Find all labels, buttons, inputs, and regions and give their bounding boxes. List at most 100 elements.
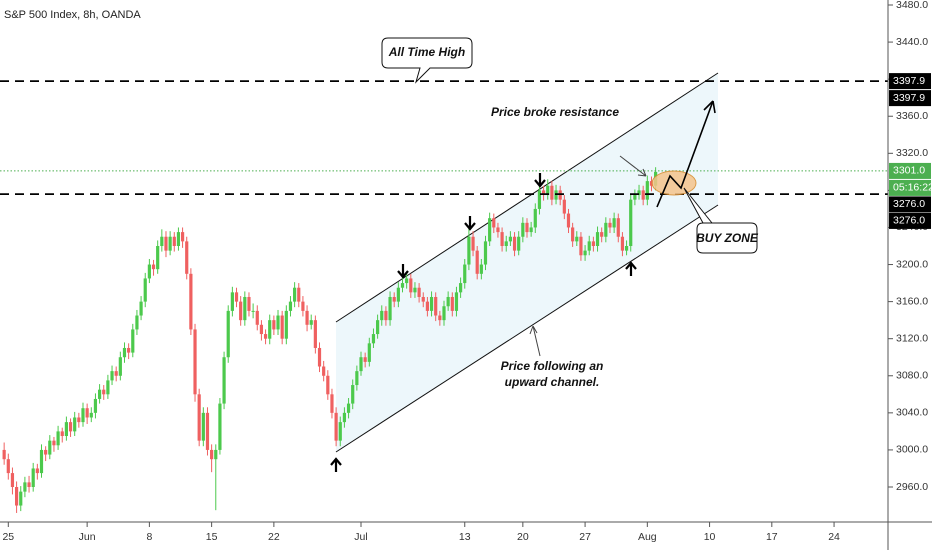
candle-body [276, 315, 280, 330]
candle-body [442, 306, 446, 321]
candle-body [68, 422, 73, 432]
candle-body [620, 236, 625, 251]
candle-body [288, 301, 293, 311]
candle-body [624, 246, 629, 251]
candle-body [396, 287, 400, 302]
candle-body [566, 213, 571, 228]
candle-body [205, 412, 210, 450]
candle-body [367, 343, 371, 362]
price-label-box [889, 90, 931, 107]
candle-body [164, 236, 168, 251]
candle-body [616, 218, 620, 237]
candle-body [60, 431, 64, 437]
candle-body [562, 199, 566, 214]
candle-body [131, 329, 135, 353]
y-tick-label: 3480.0 [896, 0, 928, 11]
candle-body [189, 273, 193, 330]
candle-body [218, 403, 222, 450]
candle-body [6, 459, 10, 474]
x-tick-label: 8 [146, 531, 152, 543]
candle-body [185, 241, 189, 274]
candle-body [571, 227, 575, 242]
y-tick-label: 3120.0 [896, 332, 928, 344]
candle-body [388, 296, 392, 321]
price-label: 3301.0 [893, 165, 925, 177]
candle-body [504, 241, 508, 247]
projection-arrowhead [703, 100, 716, 114]
candle-body [326, 375, 330, 395]
x-tick-label: 22 [268, 531, 280, 543]
candle-body [409, 278, 413, 293]
candle-body [263, 334, 268, 339]
candle-body [10, 473, 15, 488]
candle-body [595, 232, 600, 247]
x-tick-label: Jun [79, 531, 96, 543]
y-tick-label: 3360.0 [896, 110, 928, 122]
candle-body [19, 491, 23, 506]
price-lines [0, 80, 888, 195]
x-tick-label: 10 [704, 531, 716, 543]
channel-fill [336, 73, 718, 452]
candle-body [156, 246, 160, 270]
candle-body [114, 371, 118, 376]
swing-arrows [330, 173, 637, 472]
candle-body [35, 468, 39, 474]
candle-body [97, 389, 102, 399]
candle-body [355, 371, 359, 386]
candle-body [446, 296, 450, 307]
candle-body [637, 190, 641, 196]
candle-body [517, 236, 521, 251]
candle-body [259, 324, 264, 335]
candle-body [600, 232, 604, 237]
y-tick-label: 3200.0 [896, 258, 928, 270]
candle-body [488, 218, 492, 242]
x-tick-label: 15 [206, 531, 218, 543]
price-label: 05:16:22 [893, 182, 932, 194]
x-tick-label: 17 [766, 531, 778, 543]
candle-body [384, 310, 388, 321]
candle-body [201, 412, 205, 441]
y-tick-label: 3160.0 [896, 295, 928, 307]
candle-body [512, 236, 517, 251]
y-tick-label: 3040.0 [896, 407, 928, 419]
y-tick-label: 3000.0 [896, 444, 928, 456]
candle-body [392, 296, 396, 302]
candle-body [118, 357, 122, 376]
candle-body [89, 412, 93, 418]
candle-body [234, 292, 239, 302]
candle-body [450, 296, 454, 311]
candle-body [172, 236, 176, 247]
candle-body [554, 190, 558, 200]
candle-body [251, 310, 255, 312]
candle-body [346, 403, 351, 413]
candle-body [160, 236, 164, 247]
candle-body [608, 222, 612, 228]
price-label: 3276.0 [893, 198, 925, 210]
candle-body [429, 296, 434, 311]
price-label: 3397.9 [893, 92, 925, 104]
candle-body [463, 264, 467, 284]
candle-body [214, 449, 218, 460]
candle-body [546, 185, 550, 196]
price-label-box [889, 212, 931, 229]
candle-body [633, 195, 637, 200]
x-tick-label: 20 [517, 531, 529, 543]
annotation: upward channel. [505, 375, 600, 389]
candle-body [363, 357, 367, 362]
candle-body [425, 301, 430, 311]
candle-body [500, 232, 504, 247]
candle-body [317, 347, 322, 367]
candle-body [247, 296, 251, 311]
candle-body [197, 394, 201, 441]
candle-body [525, 222, 529, 233]
candle-body [52, 440, 56, 446]
candle-body [537, 190, 542, 209]
candle-body [313, 320, 317, 348]
candle-body [27, 482, 31, 488]
candles [2, 167, 658, 513]
candle-body [284, 310, 288, 339]
callout-buy-zone [683, 187, 758, 254]
annotation: BUY ZONE [696, 231, 759, 245]
candle-body [575, 236, 579, 242]
